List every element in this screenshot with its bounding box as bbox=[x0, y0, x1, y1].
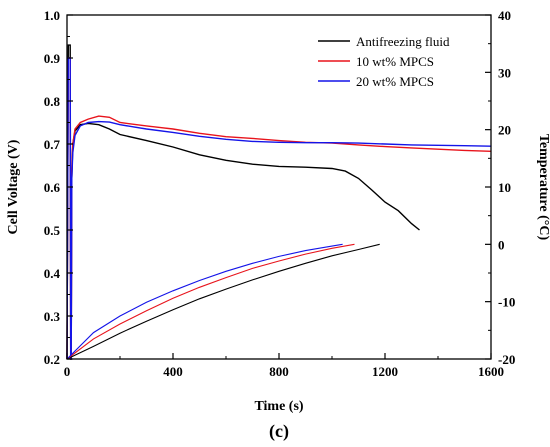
y-left-tick-label: 0.8 bbox=[44, 94, 61, 109]
y-right-tick-label: -20 bbox=[498, 352, 515, 367]
temperature-line-20-wt-mpcs bbox=[66, 243, 343, 360]
y-left-tick-label: 1.0 bbox=[44, 8, 60, 23]
y-left-tick-label: 0.7 bbox=[44, 137, 61, 152]
temperature-line-10-wt-mpcs bbox=[66, 243, 355, 360]
y-left-tick-label: 0.2 bbox=[44, 352, 60, 367]
x-tick-label: 800 bbox=[269, 364, 289, 379]
y-right-tick-label: 0 bbox=[498, 237, 505, 252]
x-axis-label: Time (s) bbox=[254, 399, 303, 414]
y-left-tick-label: 0.5 bbox=[44, 223, 61, 238]
legend-label: 20 wt% MPCS bbox=[356, 74, 434, 89]
y-left-tick-label: 0.9 bbox=[44, 51, 61, 66]
y-right-tick-label: 40 bbox=[498, 8, 511, 23]
axis-ticks: 0 400 800 1200 16000.20.30.40.50.60.70.80.91… bbox=[44, 8, 516, 379]
legend-label: Antifreezing fluid bbox=[356, 34, 450, 49]
plot-lines bbox=[66, 44, 492, 360]
y-right-tick-label: 20 bbox=[498, 123, 511, 138]
x-tick-label: 400 bbox=[163, 364, 183, 379]
panel-label: (c) bbox=[269, 421, 289, 442]
y-right-tick-label: 10 bbox=[498, 180, 511, 195]
y-axis-right-label: Temperature (°C) bbox=[536, 134, 550, 241]
y-axis-left-label: Cell Voltage (V) bbox=[6, 139, 21, 234]
x-tick-label: 1600 bbox=[478, 364, 504, 379]
y-right-tick-label: 30 bbox=[498, 65, 511, 80]
x-tick-label: 0 bbox=[64, 364, 71, 379]
x-tick-label: 1200 bbox=[372, 364, 398, 379]
y-left-tick-label: 0.6 bbox=[44, 180, 61, 195]
y-right-tick-label: -10 bbox=[498, 295, 515, 310]
voltage-line-20-wt-mpcs bbox=[66, 57, 492, 360]
legend-label: 10 wt% MPCS bbox=[356, 54, 434, 69]
legend: Antifreezing fluid 10 wt% MPCS 20 wt% MPCS bbox=[318, 34, 450, 89]
temperature-line-antifreezing-fluid bbox=[66, 243, 380, 360]
y-left-tick-label: 0.3 bbox=[44, 309, 61, 324]
voltage-line-antifreezing-fluid bbox=[66, 44, 420, 360]
voltage-line-10-wt-mpcs bbox=[66, 57, 492, 360]
y-left-tick-label: 0.4 bbox=[44, 266, 61, 281]
